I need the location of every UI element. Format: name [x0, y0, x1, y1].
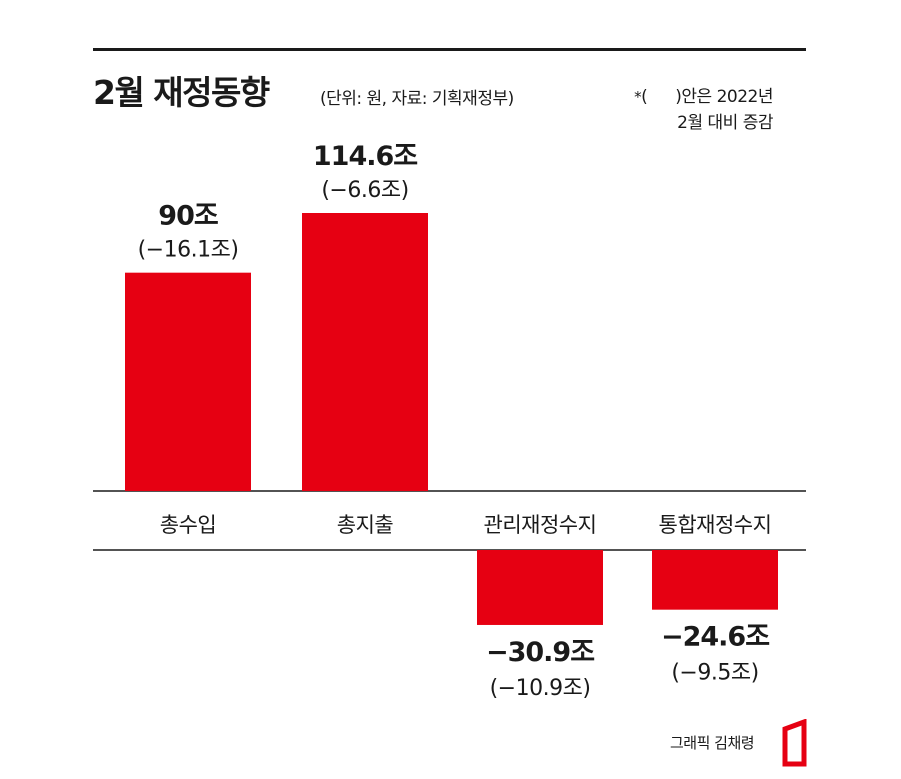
bar — [652, 550, 778, 610]
change-label: (−10.9조) — [490, 676, 591, 701]
comparison-note: *( )안은 2022년 2월 대비 증감 — [634, 84, 773, 136]
note-line-1-text: )안은 2022년 — [675, 87, 773, 107]
bar — [302, 213, 428, 491]
publisher-logo-icon — [782, 719, 807, 767]
note-star: * — [634, 88, 642, 106]
change-label: (−6.6조) — [321, 178, 408, 203]
data-label: 114.6조 — [313, 141, 417, 172]
category-label: 관리재정수지 — [484, 513, 597, 537]
bar — [477, 550, 603, 625]
bar — [125, 272, 251, 491]
note-paren-open: ( — [641, 87, 648, 107]
data-label: −30.9조 — [486, 637, 594, 668]
category-label: 총수입 — [160, 513, 216, 537]
category-label: 통합재정수지 — [659, 513, 772, 537]
chart-subtitle: (단위: 원, 자료: 기획재정부) — [320, 89, 514, 109]
graphic-credit: 그래픽 김채령 — [670, 734, 755, 752]
top-rule — [93, 48, 806, 51]
note-line-1: *( )안은 2022년 — [634, 84, 773, 110]
note-line-2: 2월 대비 증감 — [677, 113, 773, 133]
change-label: (−9.5조) — [671, 661, 758, 686]
data-label: 90조 — [158, 201, 218, 232]
category-label: 총지출 — [337, 513, 394, 537]
data-label: −24.6조 — [661, 622, 769, 653]
chart-title: 2월 재정동향 — [93, 73, 270, 112]
change-label: (−16.1조) — [138, 238, 239, 263]
